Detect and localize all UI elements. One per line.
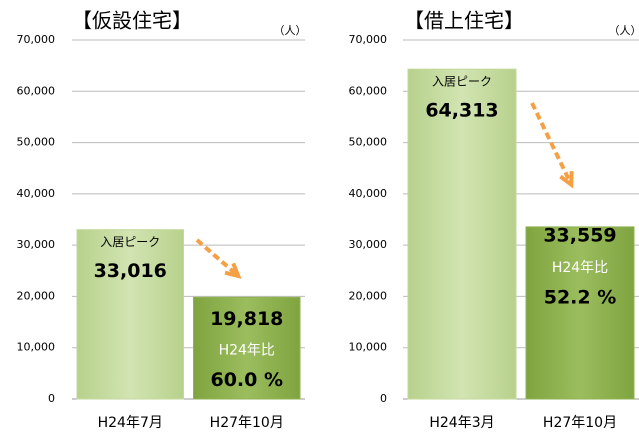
ratio-label: H24年比	[552, 260, 608, 276]
bar	[407, 68, 517, 400]
peak-label: 入居ピーク	[100, 235, 160, 249]
trend-arrow-head	[224, 262, 242, 279]
y-tick-label: 20,000	[17, 289, 56, 302]
trend-arrow	[530, 102, 572, 183]
y-tick-label: 30,000	[17, 238, 56, 251]
value-label: 33,559	[543, 224, 616, 246]
value-label: 64,313	[425, 100, 498, 122]
ratio-text: 60.0 %	[210, 369, 283, 391]
x-tick-label: H27年10月	[543, 415, 617, 431]
bar	[193, 296, 301, 400]
x-tick-label: H24年7月	[98, 415, 163, 431]
y-tick-label: 40,000	[17, 187, 56, 200]
y-tick-label: 70,000	[349, 33, 388, 46]
x-tick-label: H27年10月	[210, 415, 284, 431]
y-tick-label: 70,000	[17, 33, 56, 46]
y-tick-label: 10,000	[349, 341, 388, 354]
trend-arrow-head	[559, 171, 574, 189]
y-tick-label: 10,000	[17, 341, 56, 354]
trend-arrow	[195, 238, 238, 276]
value-label: 19,818	[210, 308, 283, 330]
y-tick-label: 20,000	[349, 289, 388, 302]
value-label: 33,016	[94, 260, 167, 282]
y-tick-label: 60,000	[349, 84, 388, 97]
y-tick-label: 0	[48, 392, 55, 405]
ratio-label: H24年比	[219, 342, 275, 358]
y-tick-label: 50,000	[349, 136, 388, 149]
chart-title: 【仮設住宅】	[72, 9, 192, 33]
y-tick-label: 30,000	[349, 238, 388, 251]
x-tick-label: H24年3月	[429, 415, 494, 431]
chart-title: 【借上住宅】	[404, 9, 524, 33]
y-tick-label: 60,000	[17, 84, 56, 97]
unit-label: （人）	[274, 24, 307, 37]
unit-label: （人）	[609, 24, 639, 37]
bar	[76, 229, 184, 400]
peak-label: 入居ピーク	[432, 75, 492, 89]
y-tick-label: 40,000	[349, 187, 388, 200]
ratio-text: 52.2 %	[544, 286, 617, 308]
y-tick-label: 50,000	[17, 136, 56, 149]
bar	[525, 226, 635, 400]
y-tick-label: 0	[380, 392, 387, 405]
